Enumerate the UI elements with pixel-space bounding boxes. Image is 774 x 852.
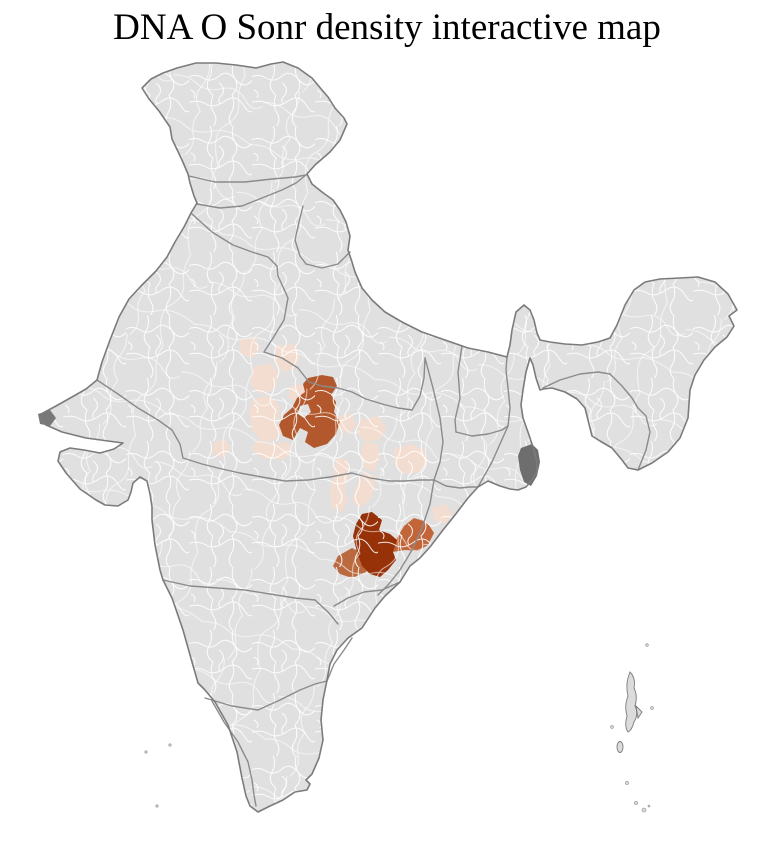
island[interactable] <box>645 643 649 647</box>
island[interactable] <box>641 807 647 813</box>
state-border <box>314 599 339 625</box>
island[interactable] <box>168 743 172 747</box>
state-border <box>609 373 639 409</box>
page-title: DNA O Sonr density interactive map <box>113 7 661 48</box>
state-border <box>454 345 463 433</box>
state-border <box>239 472 435 482</box>
state-border <box>477 425 509 488</box>
state-border <box>191 213 279 277</box>
andaman-nicobar-islands[interactable] <box>610 643 654 813</box>
state-border <box>263 351 413 411</box>
state-border <box>263 275 289 353</box>
state-border <box>542 371 611 389</box>
state-border <box>433 479 479 489</box>
state-border <box>455 425 509 437</box>
state-border <box>162 579 316 601</box>
island[interactable] <box>155 804 159 808</box>
state-border <box>211 700 257 807</box>
island[interactable] <box>634 801 638 805</box>
island[interactable] <box>616 741 624 753</box>
state-border <box>637 407 651 471</box>
island[interactable] <box>650 706 654 710</box>
state-border <box>96 379 184 459</box>
state-border <box>411 357 426 411</box>
state-border <box>424 357 444 481</box>
state-border <box>204 680 328 711</box>
island[interactable] <box>610 725 614 729</box>
island[interactable] <box>635 704 643 720</box>
state-border <box>333 581 401 607</box>
state-border <box>326 637 353 682</box>
island[interactable] <box>144 750 148 754</box>
state-border <box>196 174 307 209</box>
island[interactable] <box>647 804 651 808</box>
state-border <box>305 251 351 269</box>
island[interactable] <box>625 781 629 785</box>
island[interactable] <box>625 671 638 733</box>
state-borders <box>96 174 651 807</box>
state-border <box>188 174 307 183</box>
district-borders-mesh <box>40 62 737 812</box>
lakshadweep-islands[interactable] <box>144 743 172 808</box>
state-border <box>505 356 511 427</box>
state-border <box>182 457 241 474</box>
state-border <box>377 479 435 596</box>
state-border <box>294 205 307 265</box>
